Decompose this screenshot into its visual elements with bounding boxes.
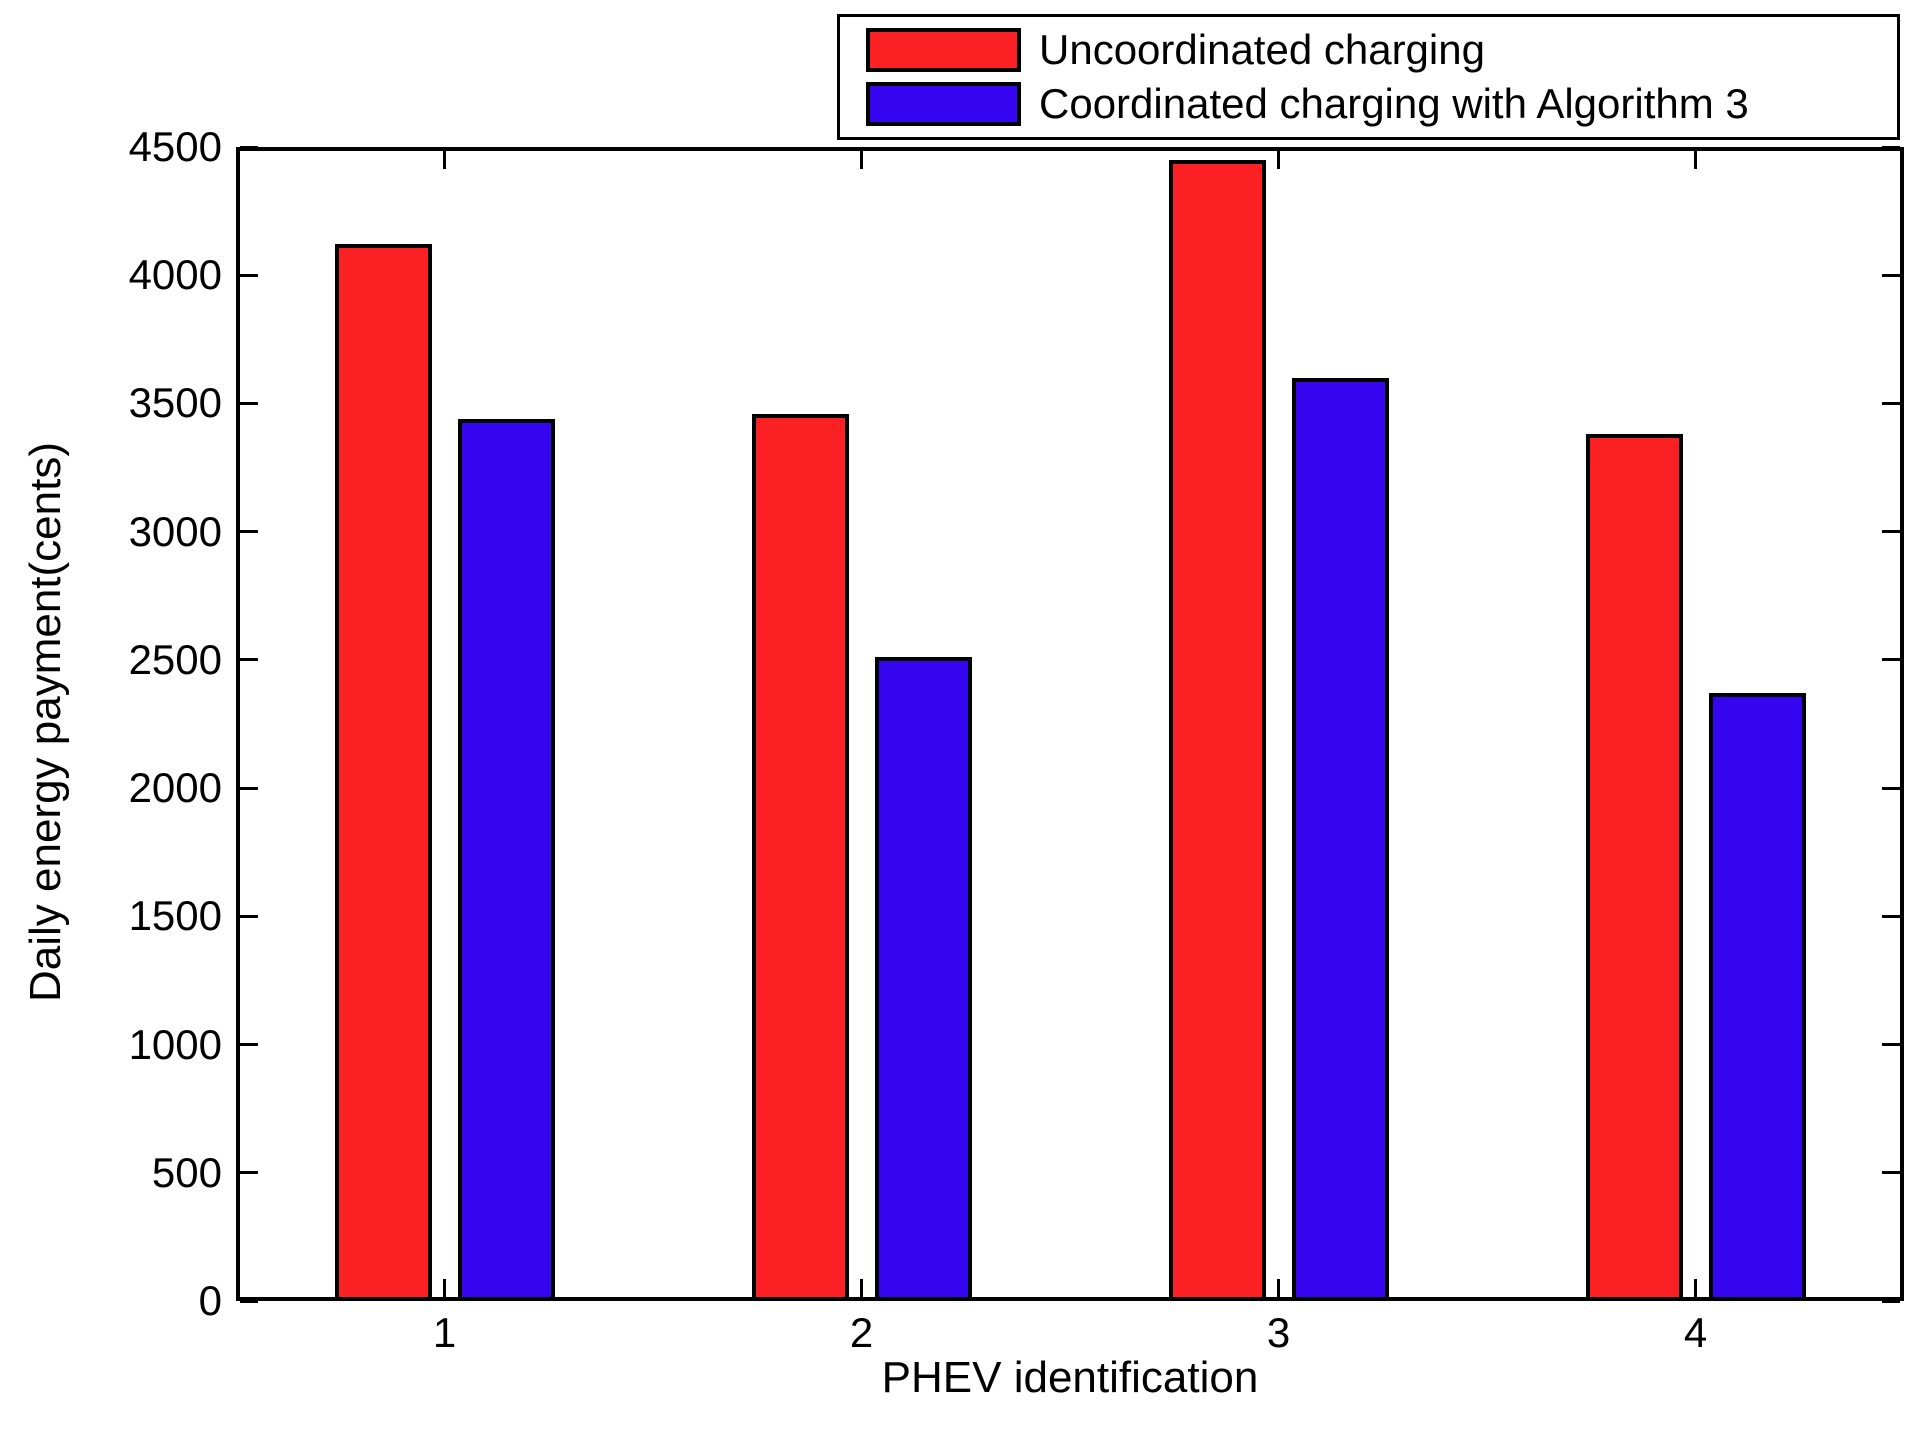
x-axis-tick (1694, 1279, 1697, 1297)
y-tick-label: 3000 (128, 507, 222, 555)
x-tick-label: 1 (432, 1309, 457, 1356)
plot-area (236, 147, 1904, 1301)
x-axis-tick (443, 1279, 446, 1297)
y-tick-label: 1000 (128, 1020, 222, 1068)
y-axis-right-tick (1882, 914, 1900, 918)
y-axis-right-tick (1882, 401, 1900, 405)
x-axis-title: PHEV identification (881, 1353, 1259, 1402)
y-tick-label: 1500 (128, 892, 222, 940)
bar-series-1-category-2 (751, 413, 849, 1301)
y-axis-tick (240, 273, 258, 277)
y-tick-label: 500 (151, 1148, 222, 1196)
legend-item-2: Coordinated charging with Algorithm 3 (866, 80, 1897, 128)
y-axis-tick (240, 530, 258, 534)
bar-series-2-category-4 (1708, 693, 1806, 1301)
y-axis-tick (240, 1299, 258, 1303)
y-axis-tick (240, 145, 258, 149)
bar-series-2-category-3 (1291, 377, 1389, 1301)
y-axis-right-tick (1882, 145, 1900, 149)
legend-label-2: Coordinated charging with Algorithm 3 (1039, 80, 1749, 128)
y-axis-tick (240, 786, 258, 790)
x-axis-top-tick (1694, 151, 1697, 169)
legend-label-1: Uncoordinated charging (1039, 25, 1485, 73)
y-axis-right-tick (1882, 1299, 1900, 1303)
bar-series-1-category-1 (334, 244, 432, 1301)
bar-series-2-category-1 (457, 418, 555, 1301)
y-axis-right-tick (1882, 530, 1900, 534)
y-tick-label: 2000 (128, 764, 222, 812)
y-axis-right-tick (1882, 786, 1900, 790)
x-tick-label: 4 (1683, 1309, 1708, 1356)
legend-swatch-2 (866, 82, 1021, 127)
y-tick-label: 3500 (128, 379, 222, 427)
x-axis-top-tick (860, 151, 863, 169)
y-axis-tick (240, 914, 258, 918)
bar-series-1-category-3 (1168, 159, 1266, 1301)
legend: Uncoordinated charging Coordinated chargi… (837, 14, 1900, 140)
y-tick-label: 4000 (128, 251, 222, 299)
y-axis-tick (240, 401, 258, 405)
x-tick-label: 3 (1266, 1309, 1291, 1356)
legend-swatch-1 (866, 27, 1021, 72)
x-axis-top-tick (443, 151, 446, 169)
y-axis-tick (240, 1043, 258, 1047)
y-axis-right-tick (1882, 658, 1900, 662)
legend-item-1: Uncoordinated charging (866, 25, 1897, 73)
y-tick-label: 4500 (128, 123, 222, 170)
bar-series-2-category-2 (874, 657, 972, 1301)
y-axis-tick (240, 658, 258, 662)
x-tick-label: 2 (849, 1309, 874, 1356)
x-axis-top-tick (1277, 151, 1280, 169)
y-axis-right-tick (1882, 1043, 1900, 1047)
y-axis-tick (240, 1171, 258, 1175)
bar-series-1-category-4 (1585, 434, 1683, 1301)
x-axis-tick (860, 1279, 863, 1297)
y-tick-label: 0 (198, 1277, 222, 1324)
x-axis-tick (1277, 1279, 1280, 1297)
y-axis-right-tick (1882, 1171, 1900, 1175)
y-axis-right-tick (1882, 273, 1900, 277)
y-tick-label: 2500 (128, 635, 222, 683)
